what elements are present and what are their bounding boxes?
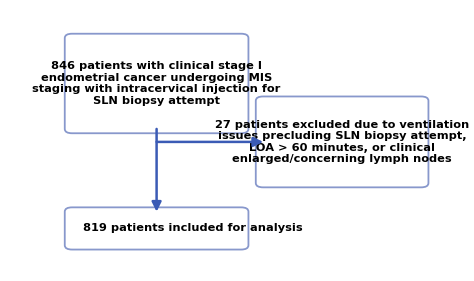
Text: 27 patients excluded due to ventilation
issues precluding SLN biopsy attempt,
LO: 27 patients excluded due to ventilation … [215, 119, 469, 164]
FancyBboxPatch shape [256, 96, 428, 187]
FancyBboxPatch shape [65, 207, 248, 250]
Text: 819 patients included for analysis: 819 patients included for analysis [83, 223, 303, 234]
Text: 846 patients with clinical stage I
endometrial cancer undergoing MIS
staging wit: 846 patients with clinical stage I endom… [32, 61, 281, 106]
FancyBboxPatch shape [65, 34, 248, 133]
